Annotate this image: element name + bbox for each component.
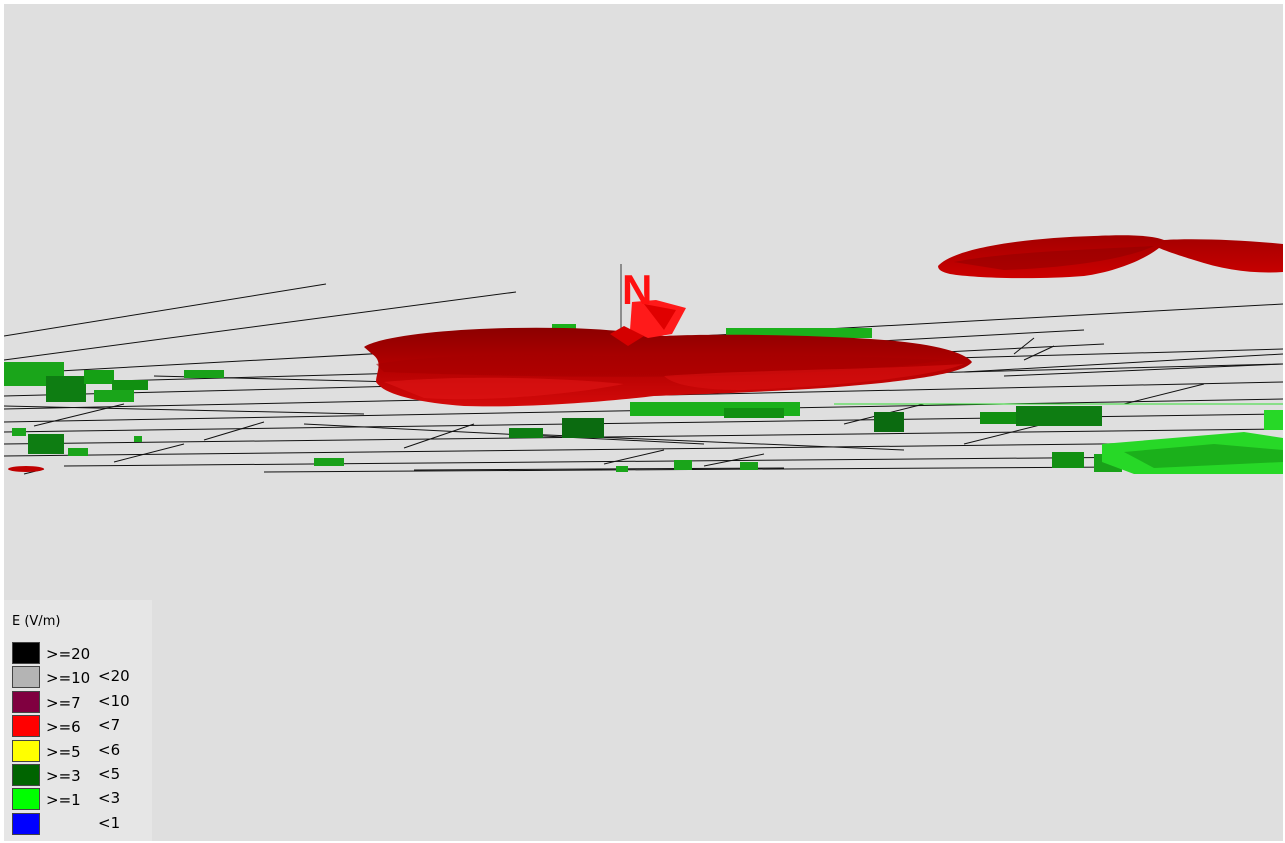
map-viewport[interactable]: N xyxy=(4,4,1283,841)
legend-item: >=6 <7 xyxy=(12,715,152,740)
legend-item: >=3 <5 xyxy=(12,764,152,789)
legend-item: >=7 <10 xyxy=(12,690,152,716)
legend-swatch xyxy=(12,812,40,835)
legend-swatch xyxy=(12,739,40,762)
legend-swatch xyxy=(12,666,40,689)
legend-title: E (V/m) xyxy=(12,614,61,629)
buildings xyxy=(4,324,1283,474)
legend-upper-bound: <20 xyxy=(98,667,130,686)
legend-lower-bound: >=10 xyxy=(46,669,91,688)
legend-item: >=5 <6 xyxy=(12,739,152,765)
legend-lower-bound: >=1 xyxy=(46,791,81,810)
3d-field-scene[interactable]: N xyxy=(4,4,1283,841)
legend-item: >=20 xyxy=(12,642,152,667)
legend-upper-bound: <5 xyxy=(98,765,121,783)
legend-upper-bound: <6 xyxy=(98,740,121,759)
legend-item: <1 xyxy=(12,812,152,838)
legend-swatch xyxy=(12,690,40,713)
field-lobe-secondary xyxy=(938,235,1283,279)
legend-swatch xyxy=(12,788,40,811)
field-marker-small xyxy=(8,466,44,472)
north-indicator: N xyxy=(622,266,652,313)
legend-lower-bound: >=5 xyxy=(46,742,81,761)
legend-swatch xyxy=(12,642,40,664)
antenna-site xyxy=(610,264,686,346)
legend-lower-bound: >=20 xyxy=(46,645,91,663)
legend-upper-bound: <7 xyxy=(98,716,121,735)
legend-upper-bound: <10 xyxy=(98,691,130,710)
legend-swatch xyxy=(12,764,40,786)
legend-panel: E (V/m) >=20 >=10 <20 >=7 <10 >=6 <7 >=5 <6 >=3 <5… xyxy=(4,600,152,841)
legend-swatch xyxy=(12,715,40,738)
legend-lower-bound: >=7 xyxy=(46,693,81,712)
legend-lower-bound: >=3 xyxy=(46,767,81,785)
legend-item: >=1 <3 xyxy=(12,788,152,813)
legend-item: >=10 <20 xyxy=(12,666,152,691)
legend-upper-bound: <1 xyxy=(98,813,121,832)
field-lobe-main xyxy=(364,327,972,407)
legend-upper-bound: <3 xyxy=(98,789,121,808)
legend-lower-bound: >=6 xyxy=(46,718,81,737)
